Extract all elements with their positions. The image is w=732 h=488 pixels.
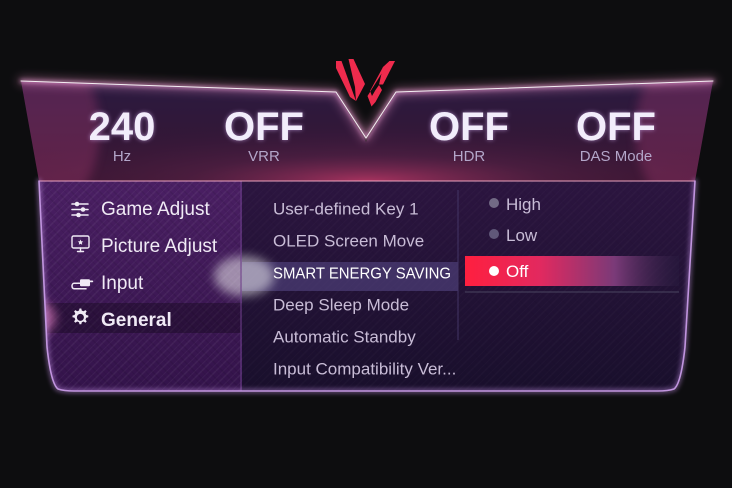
svg-text:Input: Input <box>101 273 144 294</box>
svg-text:HDR: HDR <box>453 148 486 165</box>
svg-text:General: General <box>101 310 172 331</box>
svg-text:Automatic Standby: Automatic Standby <box>273 328 416 347</box>
svg-text:Hz: Hz <box>113 148 131 165</box>
svg-text:Picture Adjust: Picture Adjust <box>101 236 218 257</box>
svg-text:SMART ENERGY SAVING: SMART ENERGY SAVING <box>273 266 451 283</box>
svg-text:Input Compatibility Ver...: Input Compatibility Ver... <box>273 360 456 379</box>
svg-text:240: 240 <box>89 105 156 149</box>
svg-text:Low: Low <box>506 226 538 245</box>
svg-text:Game Adjust: Game Adjust <box>101 199 210 220</box>
svg-text:OLED Screen Move: OLED Screen Move <box>273 232 424 251</box>
svg-text:OFF: OFF <box>429 105 509 149</box>
svg-text:DAS Mode: DAS Mode <box>580 148 653 165</box>
svg-text:User-defined Key 1: User-defined Key 1 <box>273 200 419 219</box>
svg-text:OFF: OFF <box>576 105 656 149</box>
svg-text:Off: Off <box>506 262 529 281</box>
svg-text:Deep Sleep Mode: Deep Sleep Mode <box>273 296 409 315</box>
svg-text:High: High <box>506 195 541 214</box>
svg-text:OFF: OFF <box>224 105 304 149</box>
svg-text:VRR: VRR <box>248 148 280 165</box>
